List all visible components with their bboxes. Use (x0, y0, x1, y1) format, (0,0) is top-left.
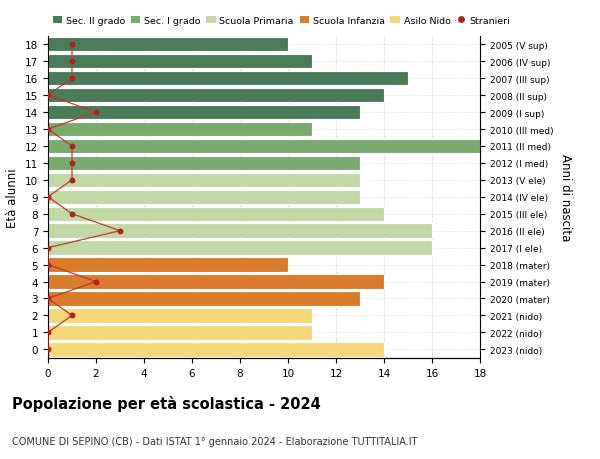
Bar (48, 38, 288, 52)
Point (67, 143, 77, 150)
Bar (48, 190, 360, 205)
Point (43, 126, 53, 134)
Bar (48, 325, 312, 340)
Bar (48, 308, 312, 323)
Bar (48, 224, 432, 238)
Y-axis label: Età alunni: Età alunni (7, 168, 19, 227)
Point (67, 177, 77, 184)
Bar (48, 140, 480, 154)
Bar (48, 89, 384, 103)
Point (67, 75, 77, 83)
Y-axis label: Anni di nascita: Anni di nascita (559, 154, 572, 241)
Text: COMUNE DI SEPINO (CB) - Dati ISTAT 1° gennaio 2024 - Elaborazione TUTTITALIA.IT: COMUNE DI SEPINO (CB) - Dati ISTAT 1° ge… (12, 436, 418, 446)
Point (43, 245, 53, 252)
Point (43, 92, 53, 100)
Point (67, 211, 77, 218)
Bar (48, 173, 360, 188)
Bar (48, 291, 360, 306)
Bar (48, 342, 384, 357)
Bar (48, 106, 360, 120)
Text: Popolazione per età scolastica - 2024: Popolazione per età scolastica - 2024 (12, 395, 321, 411)
Point (67, 160, 77, 167)
Legend: Sec. II grado, Sec. I grado, Scuola Primaria, Scuola Infanzia, Asilo Nido, Stran: Sec. II grado, Sec. I grado, Scuola Prim… (53, 17, 510, 26)
Point (43, 295, 53, 302)
Bar (48, 55, 312, 69)
Point (43, 346, 53, 353)
Point (43, 261, 53, 269)
Bar (48, 241, 432, 255)
Point (67, 41, 77, 49)
Bar (48, 123, 312, 137)
Point (43, 329, 53, 336)
Point (67, 58, 77, 66)
Point (67, 312, 77, 319)
Bar (48, 157, 360, 171)
Point (115, 228, 125, 235)
Point (43, 194, 53, 201)
Point (91, 278, 101, 285)
Bar (48, 72, 408, 86)
Bar (48, 207, 384, 221)
Bar (48, 275, 384, 289)
Point (91, 109, 101, 117)
Bar (48, 258, 288, 272)
